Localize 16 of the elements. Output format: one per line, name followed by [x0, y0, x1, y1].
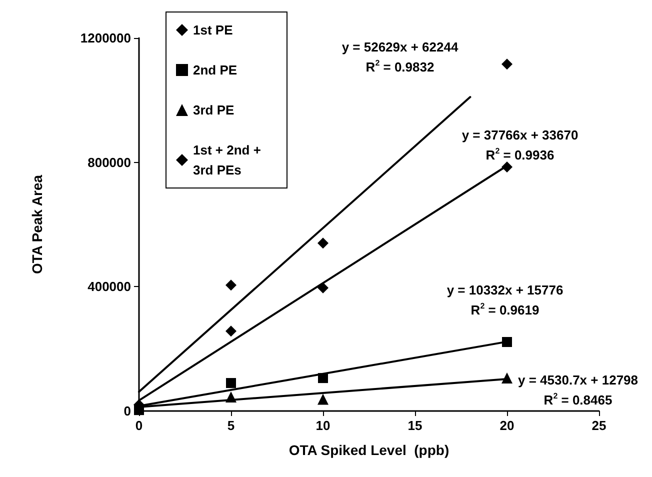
legend-label: 1st PE [193, 22, 234, 38]
y-tick-label: 400000 [88, 279, 131, 294]
legend-label: 3rd PE [193, 102, 235, 118]
y-tick-label: 0 [124, 404, 131, 418]
y-tick-label: 800000 [88, 154, 131, 170]
x-tick-label: 20 [500, 418, 514, 433]
x-tick-label: 10 [316, 418, 330, 433]
x-axis-title: OTA Spiked Level (ppb) [288, 442, 450, 458]
y-axis-title: OTA Peak Area [29, 174, 45, 274]
x-tick-label: 5 [227, 418, 235, 433]
legend-label: 2nd PE [193, 62, 238, 78]
x-tick-label: 15 [408, 418, 422, 433]
x-tick-label: 0 [135, 418, 143, 433]
y-tick-label: 1200000 [80, 30, 131, 46]
legend-label: 1st + 2nd + 3rd PEs [193, 142, 265, 178]
x-tick-label: 25 [592, 418, 606, 433]
